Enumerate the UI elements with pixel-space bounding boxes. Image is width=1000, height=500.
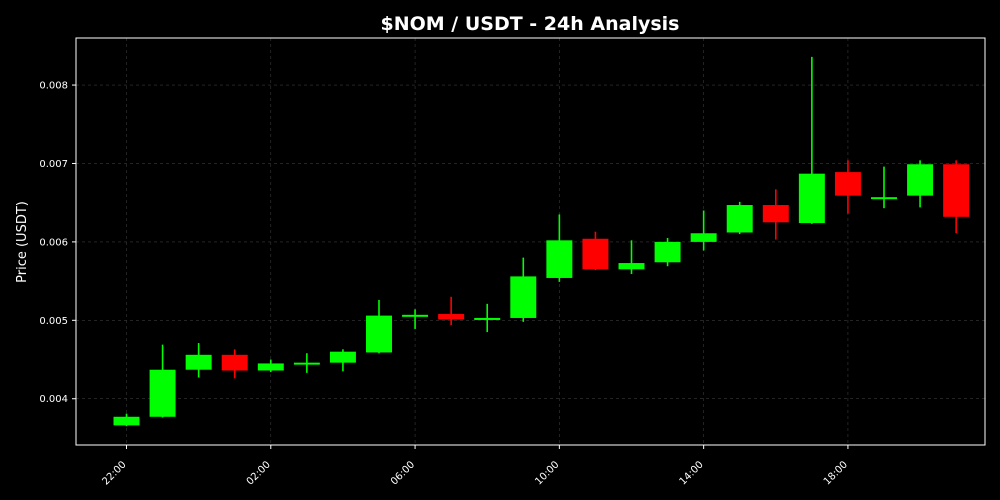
candle-body bbox=[834, 172, 861, 196]
candle-body bbox=[402, 314, 429, 317]
candle-body bbox=[185, 354, 212, 370]
candle-body bbox=[329, 351, 356, 363]
candle-body bbox=[762, 205, 789, 223]
candle-body bbox=[293, 362, 320, 365]
candle-body bbox=[690, 233, 717, 242]
y-axis-label: Price (USDT) bbox=[15, 201, 30, 283]
candle-body bbox=[149, 369, 176, 417]
candle-body bbox=[726, 205, 753, 233]
candle-body bbox=[510, 276, 537, 318]
candle-body bbox=[618, 263, 645, 270]
candle-body bbox=[654, 241, 681, 263]
candle-body bbox=[907, 164, 934, 196]
candle-body bbox=[582, 238, 609, 270]
chart-title: $NOM / USDT - 24h Analysis bbox=[381, 13, 680, 35]
candle-body bbox=[113, 416, 140, 426]
candle-body bbox=[221, 354, 248, 371]
candle-body bbox=[438, 314, 465, 320]
y-tick-label: 0.006 bbox=[39, 237, 68, 248]
grid-layer bbox=[76, 38, 985, 445]
y-tick-label: 0.008 bbox=[39, 81, 68, 92]
y-tick-label: 0.007 bbox=[39, 159, 68, 170]
y-tick-label: 0.004 bbox=[39, 394, 68, 405]
candle-body bbox=[474, 317, 501, 320]
candle-body bbox=[943, 164, 970, 217]
candle-body bbox=[257, 363, 284, 371]
candle-body bbox=[546, 240, 573, 278]
candle-body bbox=[366, 315, 392, 353]
candle-body bbox=[871, 197, 897, 200]
candle-layer bbox=[113, 56, 970, 427]
plot-frame bbox=[75, 37, 986, 446]
y-tick-label: 0.005 bbox=[39, 316, 68, 327]
candle-body bbox=[798, 173, 825, 224]
